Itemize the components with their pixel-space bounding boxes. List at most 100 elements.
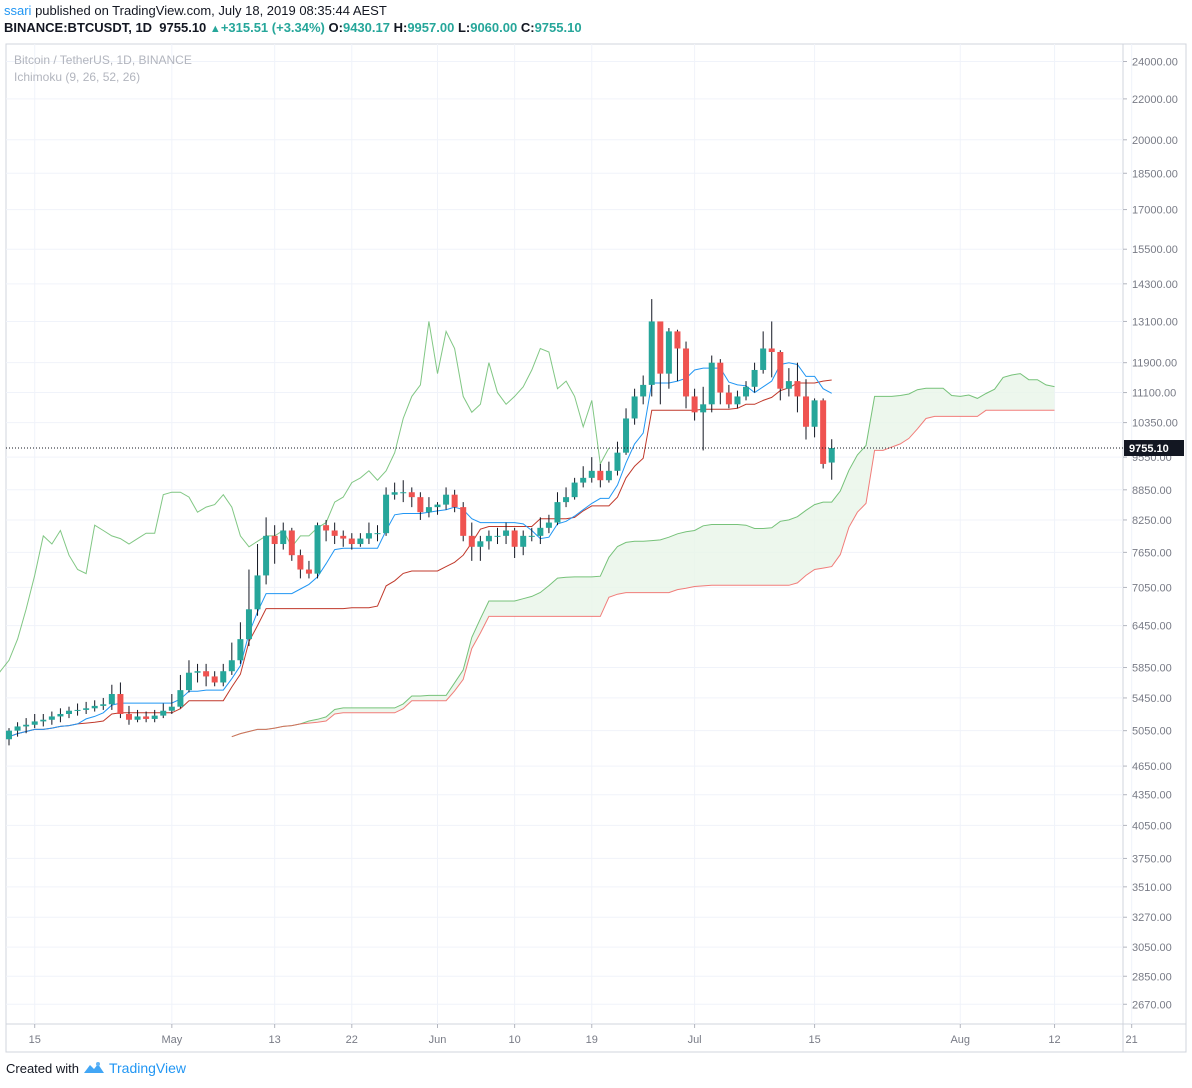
senkou-span-a-line — [231, 373, 1055, 738]
candle-body — [683, 348, 690, 397]
candle — [563, 487, 570, 508]
candle — [494, 527, 501, 545]
price-change: +315.51 (+3.34%) — [220, 20, 325, 35]
candle-body — [374, 533, 381, 535]
candle — [117, 682, 124, 719]
publish-info: published on TradingView.com, July 18, 2… — [31, 3, 387, 18]
candle — [340, 530, 347, 547]
candle — [134, 709, 141, 723]
candle — [537, 517, 544, 545]
tradingview-brand-link[interactable]: TradingView — [108, 1060, 187, 1076]
candle — [434, 502, 441, 515]
candle — [683, 341, 690, 409]
indicator-title[interactable]: Ichimoku (9, 26, 52, 26) — [14, 70, 141, 84]
candle-body — [340, 535, 347, 539]
candle-body — [700, 404, 707, 413]
x-tick-label: Aug — [950, 1034, 970, 1046]
candle-body — [605, 470, 612, 481]
y-tick-label: 10350.00 — [1132, 418, 1178, 430]
high-value: 9957.00 — [407, 20, 455, 35]
candle — [820, 398, 827, 469]
candle-body — [185, 672, 192, 691]
candle — [305, 560, 312, 579]
candle — [263, 517, 270, 585]
y-tick-label: 5450.00 — [1132, 693, 1172, 705]
candle-body — [323, 525, 330, 531]
candle-body — [177, 690, 184, 707]
candle — [271, 525, 278, 564]
y-tick-label: 11900.00 — [1132, 358, 1177, 370]
y-tick-label: 14300.00 — [1132, 279, 1178, 291]
candle-body — [820, 400, 827, 464]
candle — [314, 522, 321, 579]
candle — [6, 728, 12, 746]
y-tick-label: 3510.00 — [1132, 882, 1172, 894]
candle-body — [511, 530, 518, 547]
candle-body — [777, 351, 784, 389]
y-tick-label: 7650.00 — [1132, 547, 1172, 559]
candle-body — [545, 522, 552, 528]
candle — [743, 381, 750, 401]
candle-body — [237, 639, 244, 661]
y-tick-label: 4350.00 — [1132, 790, 1172, 802]
candle-body — [503, 530, 510, 536]
candle — [503, 522, 510, 545]
y-tick-label: 18500.00 — [1132, 168, 1178, 180]
candle — [125, 705, 132, 725]
candle — [777, 350, 784, 401]
ohlc-line: BINANCE:BTCUSDT, 1D 9755.10 ▲+315.51 (+3… — [4, 19, 1184, 36]
candle — [83, 701, 90, 714]
x-tick-label: 22 — [346, 1034, 358, 1046]
candle-body — [743, 386, 750, 397]
y-tick-label: 5050.00 — [1132, 726, 1172, 738]
candle-body — [725, 392, 732, 405]
candle — [468, 522, 475, 561]
candle — [554, 492, 561, 526]
candle — [100, 697, 107, 710]
candle-body — [254, 575, 261, 610]
y-tick-label: 7050.00 — [1132, 582, 1172, 594]
candle-body — [665, 331, 672, 374]
candle — [237, 622, 244, 664]
open-value: 9430.17 — [342, 20, 390, 35]
y-tick-label: 13100.00 — [1132, 316, 1178, 328]
candle-body — [631, 396, 638, 419]
symbol-label: BINANCE:BTCUSDT, 1D — [4, 20, 153, 35]
candle — [65, 706, 72, 719]
series-title[interactable]: Bitcoin / TetherUS, 1D, BINANCE — [14, 53, 192, 67]
candle-body — [357, 538, 364, 545]
candle-body — [134, 716, 141, 720]
candle — [220, 663, 227, 687]
candle-body — [14, 726, 21, 731]
candle-body — [391, 492, 398, 495]
candle-body — [760, 348, 767, 370]
candle — [185, 660, 192, 693]
candle-body — [717, 362, 724, 393]
candle-body — [211, 676, 218, 683]
candle — [348, 533, 355, 550]
up-triangle-icon: ▲ — [209, 23, 221, 35]
candle — [700, 386, 707, 451]
candle — [400, 480, 407, 503]
candle — [74, 703, 81, 716]
candle — [297, 549, 304, 579]
candle-body — [168, 706, 175, 711]
candle — [383, 487, 390, 536]
candle — [460, 502, 467, 542]
candle — [477, 535, 484, 561]
last-price: 9755.10 — [159, 20, 207, 35]
candle-body — [623, 418, 630, 453]
author-link[interactable]: ssari — [4, 3, 32, 18]
x-tick-label: 10 — [509, 1034, 521, 1046]
candle-body — [245, 609, 252, 640]
candle-body — [640, 384, 647, 397]
candle-body — [271, 535, 278, 545]
y-tick-label: 20000.00 — [1132, 135, 1178, 147]
candle — [614, 441, 621, 476]
candle-body — [160, 710, 167, 716]
candle-body — [691, 396, 698, 413]
candle-body — [288, 530, 295, 556]
candle-body — [648, 321, 655, 385]
candle — [725, 384, 732, 409]
